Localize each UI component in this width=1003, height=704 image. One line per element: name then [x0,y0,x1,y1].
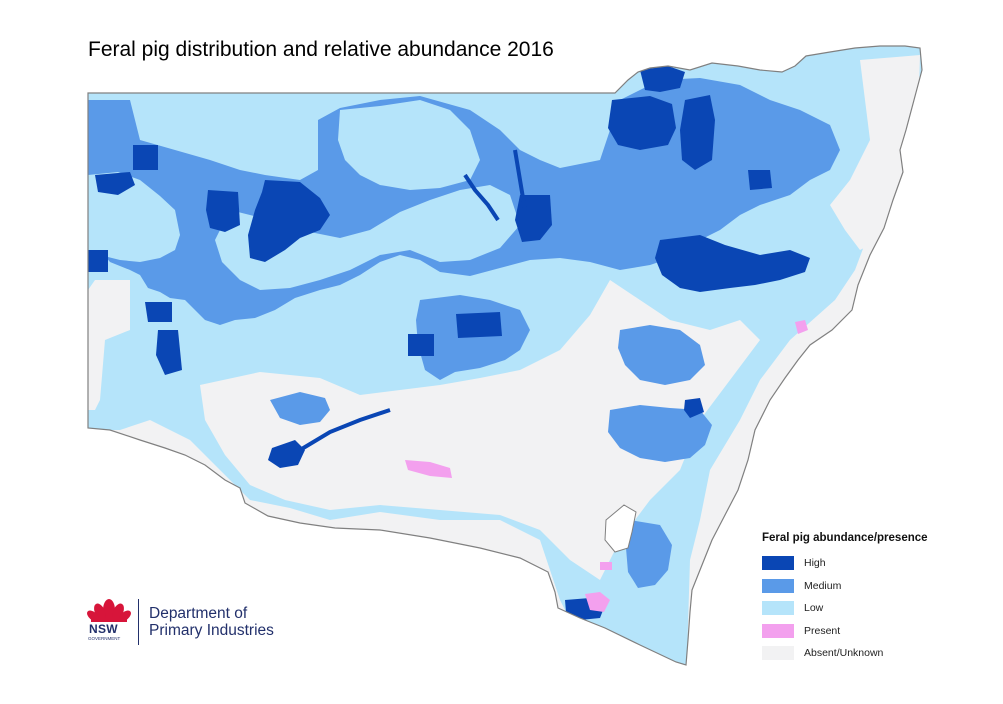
high-river-murrumbidgee [298,408,391,452]
legend-swatch-absent [762,646,794,661]
legend: Feral pig abundance/presence High Medium… [762,532,962,665]
legend-swatch-medium [762,578,794,593]
medium-area-south-east [608,405,712,462]
high-area-west-3 [145,302,172,322]
low-area-north-central [338,100,480,190]
absent-area-central [200,280,760,580]
legend-title: Feral pig abundance/presence [762,532,928,544]
high-area-tablelands [655,235,810,292]
logo-mark-subtext: GOVERNMENT [88,636,121,641]
legend-label: Absent/Unknown [804,647,884,660]
absent-area-west [88,280,130,410]
logo-divider [138,599,139,645]
low-area-west [88,172,180,262]
high-area-west-2 [156,330,182,375]
high-area-northwest [248,180,330,262]
high-area-north-coast [640,66,685,92]
absent-area-northeast [830,55,920,250]
medium-area-south [626,520,672,588]
present-area-south-2 [600,562,612,570]
medium-area-east [618,325,705,385]
legend-label: High [804,557,826,570]
medium-area-central-plains [416,295,530,380]
low-area-central-north [215,185,520,290]
high-area-west-4 [88,250,108,272]
logo-text: Department of Primary Industries [149,605,274,639]
high-area-northwest-2 [206,190,240,232]
high-area-west-5 [133,145,158,170]
legend-item-low: Low [762,597,962,620]
legend-label: Low [804,602,824,615]
present-area-riverina [405,460,452,478]
act-territory [604,504,637,553]
waratah-icon: NSW GOVERNMENT [86,596,132,648]
nsw-dpi-logo: NSW GOVERNMENT Department of Primary Ind… [86,596,274,648]
high-area-northeast [608,96,676,150]
legend-label: Present [804,624,841,637]
high-area-riverina [268,440,305,468]
high-area-west [95,172,135,195]
legend-item-present: Present [762,620,962,643]
legend-item-absent: Absent/Unknown [762,642,962,665]
legend-swatch-low [762,601,794,616]
medium-area-west-central [270,392,330,425]
logo-line1: Department of [149,605,248,622]
high-area-northeast-2 [680,95,715,170]
map-title: Feral pig distribution and relative abun… [88,38,554,61]
high-area-coast-south [684,398,704,418]
logo-mark-text: NSW [89,622,118,636]
legend-swatch-high [762,556,794,571]
high-area-central-2 [408,334,434,356]
high-river-darling [463,149,527,222]
present-area-south [585,592,610,612]
legend-swatch-present [762,623,794,638]
legend-label: Medium [804,579,842,592]
legend-item-medium: Medium [762,575,962,598]
present-area-coast [795,320,808,334]
high-area-central [456,312,502,338]
logo-line2: Primary Industries [149,622,274,639]
legend-item-high: High [762,552,962,575]
high-area-north-2 [748,170,772,190]
